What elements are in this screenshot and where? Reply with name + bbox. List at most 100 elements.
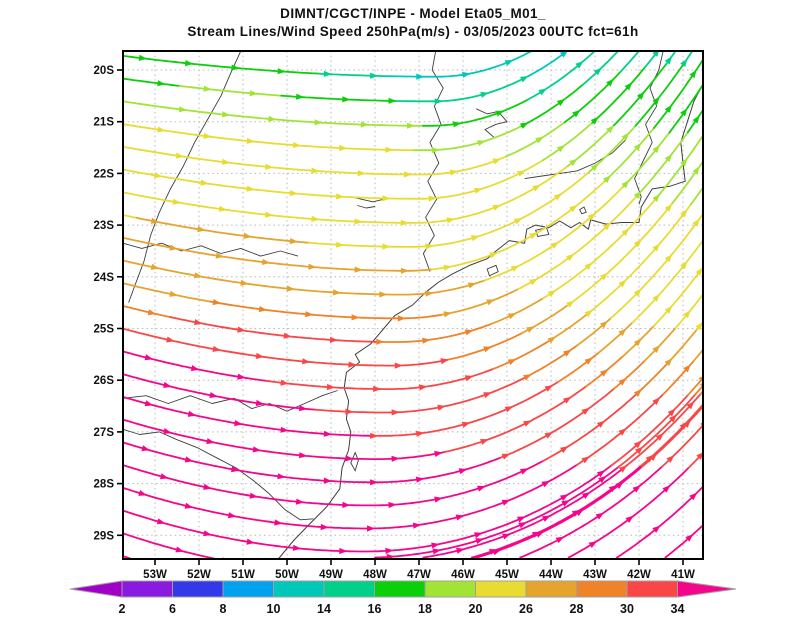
colorbar-tick-label: 8 (220, 602, 227, 616)
streamline-arrowhead (692, 218, 700, 227)
streamline-arrowhead (246, 538, 255, 545)
streamline-arrowhead (692, 166, 700, 175)
lon-tick-label: 52W (187, 569, 211, 581)
streamline-arrowhead (686, 401, 695, 410)
colorbar-tick-label: 28 (570, 602, 584, 616)
colorbar-segment (374, 580, 426, 598)
streamline-arrowhead (221, 111, 231, 118)
streamline-arrowhead (475, 538, 484, 544)
streamline-arrowhead (664, 153, 673, 162)
streamline-arrowhead (320, 523, 329, 531)
island-outline (486, 264, 499, 277)
streamline-arrowhead (581, 492, 591, 499)
streamline (443, 385, 588, 453)
streamline-arrowhead (705, 122, 712, 130)
streamline-arrowhead (689, 69, 697, 79)
streamline-arrowhead (382, 243, 391, 250)
streamline-arrowhead (483, 392, 492, 399)
streamline (664, 523, 703, 559)
streamline-arrowhead (587, 212, 596, 221)
lat-tick-label: 22S (94, 168, 115, 180)
streamline-arrowhead (680, 209, 688, 218)
streamline-arrowhead (295, 498, 305, 505)
streamline-arrowhead (240, 279, 249, 286)
streamline-arrowhead (147, 309, 157, 316)
streamline (123, 328, 449, 367)
streamline-arrowhead (277, 68, 286, 75)
lat-tick-label: 23S (94, 220, 115, 232)
colorbar-segment (323, 580, 375, 598)
streamline-arrowhead (323, 477, 332, 484)
colorbar-segment (121, 580, 173, 598)
streamline-arrowhead (280, 426, 289, 433)
streamline-arrowhead (308, 263, 317, 270)
streamline-arrowhead (504, 406, 514, 413)
streamline-arrowhead (523, 374, 532, 381)
streamline-arrowhead (215, 252, 224, 259)
colorbar-segment (525, 580, 577, 598)
streamline-arrowhead (339, 547, 348, 555)
streamline-arrowhead (456, 547, 465, 554)
streamline (378, 323, 492, 343)
streamline-arrowhead (652, 96, 660, 105)
streamline-arrowhead (394, 362, 403, 369)
streamline-arrowhead (679, 421, 688, 430)
streamline-arrowhead (299, 405, 308, 412)
streamline-arrowhead (144, 354, 154, 361)
streamline-arrowhead (184, 502, 194, 509)
streamline-arrowhead (633, 190, 642, 199)
streamline-arrowhead (461, 421, 471, 428)
streamline-arrowhead (560, 494, 569, 501)
streamline-arrowhead (486, 299, 495, 306)
streamline (686, 376, 703, 397)
streamline-arrowhead (345, 408, 354, 415)
colorbar-tick-label: 26 (519, 602, 533, 616)
streamline-arrowhead (280, 379, 289, 386)
streamline (499, 387, 615, 459)
streamline-arrowhead (618, 465, 628, 473)
streamline-arrowhead (561, 500, 570, 507)
streamline-arrowhead (477, 485, 486, 492)
streamline-arrowhead (200, 179, 209, 186)
streamline-arrowhead (296, 93, 305, 100)
streamline-arrowhead (518, 522, 527, 529)
streamline-arrowhead (323, 70, 332, 77)
streamline-arrowhead (569, 205, 578, 213)
streamline (567, 466, 690, 559)
colorbar-tick-label: 16 (368, 602, 382, 616)
colorbar-tick-label: 14 (317, 602, 331, 616)
colorbar-segment (273, 580, 325, 598)
streamline-arrowhead (517, 516, 526, 523)
streamline-arrowhead (492, 158, 501, 165)
lon-tick-label: 53W (143, 569, 167, 581)
streamline (643, 51, 660, 69)
colorbar-segment (222, 580, 274, 598)
streamline-arrowhead (655, 433, 664, 441)
streamline-arrowhead (526, 326, 535, 333)
streamline-arrowhead (584, 357, 593, 365)
streamline-arrowhead (458, 468, 468, 475)
streamline-arrowhead (603, 175, 611, 184)
lon-tick-label: 47W (407, 569, 431, 581)
streamline-arrowhead (599, 369, 609, 377)
streamline-arrowhead (474, 532, 483, 539)
streamline-arrowhead (572, 109, 581, 118)
streamline-arrowhead (209, 392, 218, 399)
streamline-arrowhead (187, 410, 197, 417)
streamline-arrowhead (563, 349, 572, 357)
streamline (123, 165, 569, 224)
streamline-arrowhead (606, 78, 614, 87)
streamline (668, 328, 698, 363)
lon-tick-label: 45W (495, 569, 519, 581)
streamline-arrowhead (529, 232, 538, 240)
streamline-arrowhead (246, 185, 255, 192)
streamline-arrowhead (163, 428, 172, 434)
streamline (505, 121, 566, 158)
streamline-arrowhead (160, 473, 169, 480)
streamline-arrowhead (221, 158, 231, 165)
streamline-arrowhead (166, 336, 175, 343)
streamline-arrowhead (510, 265, 520, 272)
streamline-arrowhead (243, 232, 252, 239)
streamline (548, 311, 591, 342)
streamline-arrowhead (550, 241, 560, 249)
